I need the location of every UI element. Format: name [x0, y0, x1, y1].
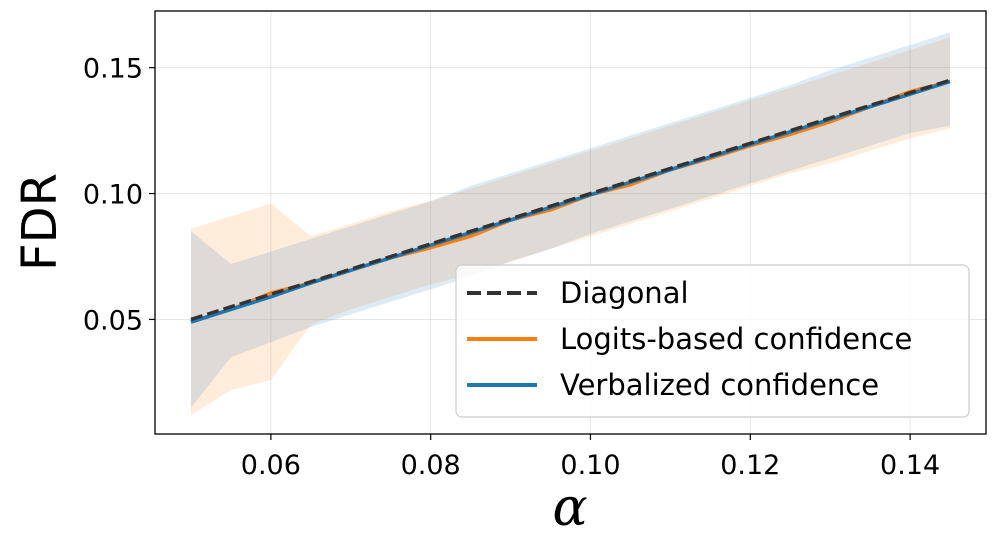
legend-label-logits-based-confidence: Logits-based confidence — [560, 322, 912, 356]
x-tick-label: 0.12 — [720, 450, 780, 481]
x-tick-label: 0.06 — [241, 450, 301, 481]
x-axis-label: α — [552, 478, 587, 538]
x-tick-label: 0.14 — [880, 450, 940, 481]
y-axis-label: FDR — [12, 173, 68, 271]
axis-ticks: 0.06 0.08 0.10 0.12 0.14 0.05 0.10 0.15 — [83, 54, 940, 481]
series-lines — [190, 78, 951, 324]
verbalized-confidence-band — [191, 32, 950, 408]
y-tick-label: 0.15 — [83, 54, 143, 85]
confidence-bands — [191, 32, 950, 416]
legend-label-diagonal: Diagonal — [560, 276, 689, 310]
plot-frame — [154, 10, 987, 435]
y-tick-label: 0.10 — [83, 180, 143, 211]
x-tick-label: 0.10 — [560, 450, 620, 481]
logits-based-confidence-band — [191, 37, 950, 416]
legend: Diagonal Logits-based confidence Verbalize… — [455, 264, 970, 418]
y-tick-label: 0.05 — [83, 305, 143, 336]
legend-box — [455, 264, 970, 418]
x-tick-label: 0.08 — [401, 450, 461, 481]
legend-label-verbalized-confidence: Verbalized confidence — [560, 368, 879, 402]
diagonal-line — [190, 78, 951, 322]
